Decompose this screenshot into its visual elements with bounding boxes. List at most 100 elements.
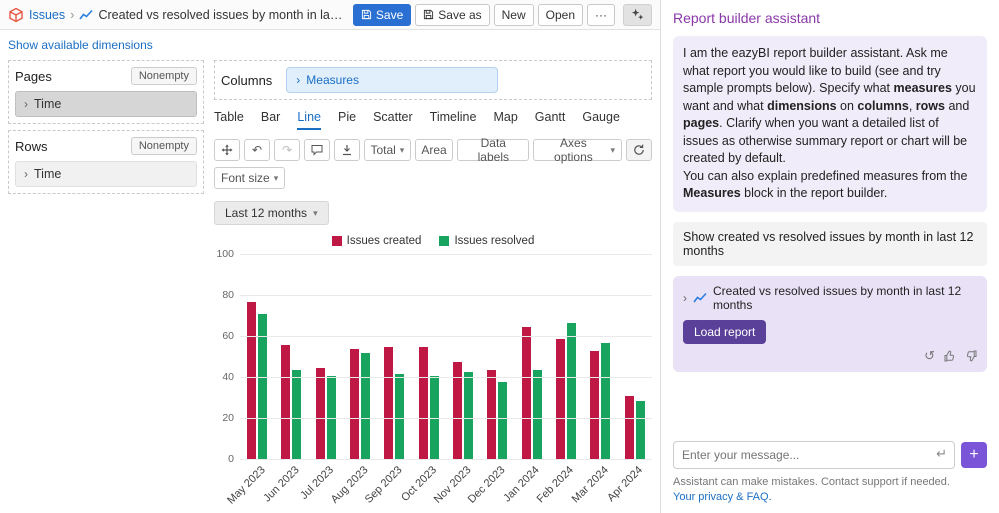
bar-group (549, 255, 583, 460)
bar[interactable] (395, 373, 405, 460)
bar[interactable] (326, 375, 336, 460)
report-chart-icon (693, 291, 707, 305)
bar[interactable] (464, 371, 474, 460)
tab-line[interactable]: Line (297, 110, 321, 130)
assistant-panel: Report builder assistant I am the eazyBI… (660, 0, 999, 513)
legend-label: Issues created (346, 235, 422, 247)
bar[interactable] (487, 369, 497, 460)
add-attachment-button[interactable]: + (961, 442, 987, 469)
tab-gantt[interactable]: Gantt (534, 110, 566, 124)
bar[interactable] (315, 367, 325, 460)
retry-icon[interactable]: ↺ (924, 347, 935, 363)
caret-down-icon: ▾ (399, 144, 405, 155)
pages-item-time[interactable]: › Time (15, 91, 197, 117)
bar[interactable] (624, 396, 634, 460)
time-filter-dropdown[interactable]: Last 12 months ▾ (214, 201, 329, 225)
assistant-report-card: › Created vs resolved issues by month in… (673, 275, 987, 372)
bar[interactable] (350, 349, 360, 460)
report-chart-icon (79, 8, 94, 22)
gridline (240, 336, 652, 337)
undo-button[interactable]: ↶ (244, 139, 270, 161)
tab-pie[interactable]: Pie (337, 110, 357, 124)
y-tick-label: 60 (222, 330, 234, 342)
y-tick-label: 40 (222, 371, 234, 383)
thumbs-up-icon[interactable] (944, 350, 956, 362)
refresh-button[interactable] (626, 139, 652, 161)
redo-button[interactable]: ↷ (274, 139, 300, 161)
assistant-disclaimer: Assistant can make mistakes. Contact sup… (673, 476, 950, 489)
export-button[interactable] (334, 139, 360, 161)
bar[interactable] (361, 353, 371, 460)
save-button-label: Save (375, 7, 404, 22)
pages-label: Pages (15, 68, 52, 84)
bar[interactable] (635, 400, 645, 460)
report-card-row[interactable]: › Created vs resolved issues by month in… (683, 284, 977, 312)
bar[interactable] (292, 369, 302, 460)
tab-bar[interactable]: Bar (260, 110, 281, 124)
load-report-button[interactable]: Load report (683, 319, 767, 344)
rows-nonempty-button[interactable]: Nonempty (130, 137, 197, 155)
refresh-icon (633, 144, 645, 156)
bar[interactable] (384, 347, 394, 460)
chart-grid (240, 254, 652, 460)
breadcrumb-issues[interactable]: Issues (29, 7, 66, 22)
thumbs-down-icon[interactable] (965, 350, 977, 362)
x-tick-cell: Mar 2024 (569, 460, 617, 512)
chart: 0 20 40 60 80 100 (214, 248, 652, 465)
bar[interactable] (601, 343, 611, 460)
bar[interactable] (521, 326, 531, 460)
bar[interactable] (418, 347, 428, 460)
assistant-title: Report builder assistant (673, 10, 821, 26)
bar[interactable] (281, 345, 291, 460)
gridline (240, 418, 652, 419)
bar[interactable] (247, 302, 257, 460)
ai-assistant-toggle-button[interactable] (623, 3, 652, 26)
chart-toolbar: ↶ ↷ Total ▾ Area Data labels (214, 136, 652, 164)
save-as-disk-icon (423, 9, 434, 20)
pages-nonempty-button[interactable]: Nonempty (130, 67, 197, 85)
tab-table[interactable]: Table (214, 110, 244, 124)
bar[interactable] (429, 375, 439, 460)
move-icon (221, 144, 233, 156)
total-dropdown[interactable]: Total ▾ (364, 139, 411, 161)
privacy-faq-link[interactable]: Your privacy & FAQ. (673, 491, 772, 504)
bar[interactable] (590, 351, 600, 460)
bar[interactable] (567, 322, 577, 460)
legend-swatch (439, 236, 450, 246)
bar[interactable] (498, 382, 508, 460)
assistant-spacer (673, 372, 987, 442)
bar[interactable] (532, 369, 542, 460)
columns-item-measures[interactable]: › Measures (286, 67, 499, 93)
gridline (240, 377, 652, 378)
save-as-button-label: Save as (438, 7, 482, 22)
tab-gauge[interactable]: Gauge (582, 110, 620, 124)
bar-group (446, 255, 480, 460)
open-button[interactable]: Open (537, 3, 583, 26)
area-button[interactable]: Area (414, 139, 454, 161)
data-labels-button[interactable]: Data labels (457, 136, 530, 164)
move-resize-button[interactable] (214, 139, 240, 161)
rows-label: Rows (15, 138, 48, 154)
font-size-row: Font size ▾ (214, 167, 652, 189)
bar[interactable] (453, 361, 463, 460)
bar[interactable] (556, 339, 566, 460)
rows-item-time[interactable]: › Time (15, 161, 197, 187)
bar[interactable] (258, 314, 268, 460)
message-input[interactable] (673, 441, 955, 470)
save-as-button[interactable]: Save as (415, 3, 490, 26)
new-button[interactable]: New (493, 3, 534, 26)
tab-timeline[interactable]: Timeline (429, 110, 477, 124)
bar-group (583, 255, 617, 460)
save-button[interactable]: Save (352, 3, 412, 26)
more-button[interactable]: ··· (587, 3, 615, 26)
tab-scatter[interactable]: Scatter (373, 110, 413, 124)
tab-map[interactable]: Map (493, 110, 518, 124)
show-available-dimensions-link[interactable]: Show available dimensions (8, 38, 153, 52)
legend-item[interactable]: Issues resolved (439, 235, 534, 247)
total-dropdown-label: Total (370, 143, 396, 157)
report-card-title: Created vs resolved issues by month in l… (713, 283, 962, 312)
legend-item[interactable]: Issues created (331, 235, 422, 247)
font-size-dropdown[interactable]: Font size ▾ (214, 167, 286, 189)
axes-options-dropdown[interactable]: Axes options ▾ (533, 136, 622, 164)
comment-button[interactable] (304, 139, 330, 161)
